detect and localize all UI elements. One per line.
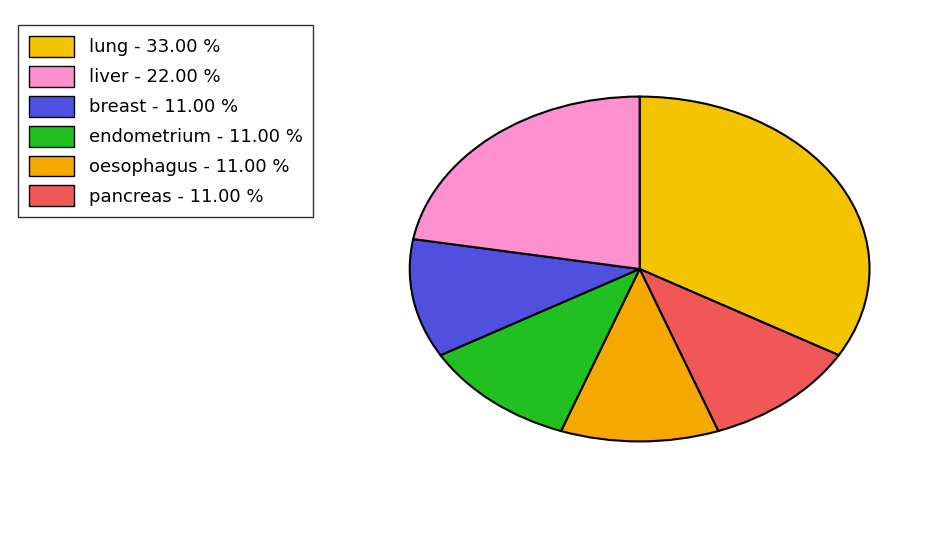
Wedge shape [640,269,839,431]
Wedge shape [410,239,640,355]
Wedge shape [561,269,718,441]
Wedge shape [440,269,640,431]
Wedge shape [640,97,870,355]
Legend: lung - 33.00 %, liver - 22.00 %, breast - 11.00 %, endometrium - 11.00 %, oesoph: lung - 33.00 %, liver - 22.00 %, breast … [19,25,313,217]
Wedge shape [413,97,640,269]
